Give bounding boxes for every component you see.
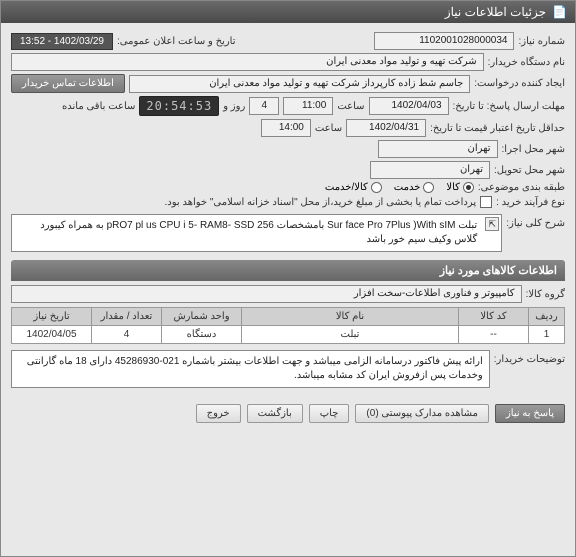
radio-goods-service[interactable]: کالا/خدمت: [325, 182, 382, 193]
radio-goods-label: کالا: [446, 182, 460, 193]
process-note: پرداخت تمام یا بخشی از مبلغ خرید،از محل …: [165, 197, 477, 208]
cell-name: تبلت: [242, 326, 459, 344]
exec-city-label: شهر محل اجرا:: [502, 144, 565, 155]
col-date: تاریخ نیاز: [12, 308, 92, 326]
content: شماره نیاز: 1102001028000034 تاریخ و ساع…: [1, 23, 575, 435]
notes-textarea: ارائه پیش فاکتور درسامانه الزامی میباشد …: [11, 350, 490, 388]
category-radio-group: کالا خدمت کالا/خدمت: [325, 182, 474, 193]
contact-button[interactable]: اطلاعات تماس خریدار: [11, 74, 125, 93]
validity-time: 14:00: [261, 119, 311, 137]
exit-button[interactable]: خروج: [196, 404, 241, 423]
attachments-button[interactable]: مشاهده مدارک پیوستی (0): [355, 404, 489, 423]
remaining-label: ساعت باقی مانده: [62, 101, 135, 112]
cell-code: --: [459, 326, 529, 344]
titlebar: 📄 جزئیات اطلاعات نیاز: [1, 1, 575, 23]
goods-section-header: اطلاعات کالاهای مورد نیاز: [11, 260, 565, 281]
respond-button[interactable]: پاسخ به نیاز: [495, 404, 565, 423]
col-name: نام کالا: [242, 308, 459, 326]
delivery-city-label: شهر محل تحویل:: [494, 165, 565, 176]
cell-unit: دستگاه: [162, 326, 242, 344]
cell-row: 1: [529, 326, 565, 344]
back-button[interactable]: بازگشت: [247, 404, 303, 423]
radio-icon: [423, 182, 434, 193]
goods-table: ردیف کد کالا نام کالا واحد شمارش تعداد /…: [11, 307, 565, 344]
group-label: گروه کالا:: [526, 289, 565, 300]
group-value: کامپیوتر و فناوری اطلاعات-سخت افزار: [11, 285, 522, 303]
notes-label: توضیحات خریدار:: [494, 350, 565, 365]
countdown: 20:54:53: [139, 96, 219, 116]
expand-icon[interactable]: ⇱: [485, 217, 499, 231]
deadline-time-label: ساعت: [337, 101, 364, 112]
window: 📄 جزئیات اطلاعات نیاز شماره نیاز: 110200…: [0, 0, 576, 557]
table-header-row: ردیف کد کالا نام کالا واحد شمارش تعداد /…: [12, 308, 565, 326]
days-value: 4: [249, 97, 279, 115]
radio-service[interactable]: خدمت: [394, 182, 435, 193]
desc-title-label: شرح کلی نیاز:: [506, 214, 565, 229]
table-row[interactable]: 1 -- تبلت دستگاه 4 1402/04/05: [12, 326, 565, 344]
deadline-time: 11:00: [283, 97, 333, 115]
need-no-value: 1102001028000034: [374, 32, 514, 50]
exec-city-value: تهران: [378, 140, 498, 158]
col-code: کد کالا: [459, 308, 529, 326]
footer-buttons: پاسخ به نیاز مشاهده مدارک پیوستی (0) چاپ…: [11, 398, 565, 429]
announce-value: 1402/03/29 - 13:52: [11, 33, 113, 50]
requester-label: ایجاد کننده درخواست:: [474, 78, 565, 89]
days-label: روز و: [223, 101, 245, 112]
deadline-date: 1402/04/03: [369, 97, 449, 115]
col-qty: تعداد / مقدار: [92, 308, 162, 326]
radio-icon: [371, 182, 382, 193]
window-title: جزئیات اطلاعات نیاز: [445, 5, 546, 19]
print-button[interactable]: چاپ: [309, 404, 350, 423]
notes-text: ارائه پیش فاکتور درسامانه الزامی میباشد …: [27, 356, 483, 381]
col-row: ردیف: [529, 308, 565, 326]
process-checkbox[interactable]: [480, 196, 492, 208]
validity-label: حداقل تاریخ اعتبار قیمت تا تاریخ:: [430, 123, 565, 134]
cell-qty: 4: [92, 326, 162, 344]
announce-label: تاریخ و ساعت اعلان عمومی:: [117, 36, 236, 47]
desc-textarea: ⇱ تبلت Sur face Pro 7Plus )With sIM بامش…: [11, 214, 502, 252]
need-no-label: شماره نیاز:: [518, 36, 565, 47]
desc-text: تبلت Sur face Pro 7Plus )With sIM بامشخص…: [18, 219, 495, 247]
buyer-value: شرکت تهیه و تولید مواد معدنی ایران: [11, 53, 484, 71]
process-label: نوع فرآیند خرید :: [496, 197, 565, 208]
radio-service-label: خدمت: [394, 182, 421, 193]
radio-goods[interactable]: کالا: [446, 182, 474, 193]
info-icon: 📄: [552, 5, 567, 19]
validity-time-label: ساعت: [315, 123, 342, 134]
col-unit: واحد شمارش: [162, 308, 242, 326]
deadline-label: مهلت ارسال پاسخ: تا تاریخ:: [453, 101, 565, 112]
validity-date: 1402/04/31: [346, 119, 426, 137]
radio-icon: [463, 182, 474, 193]
requester-value: جاسم شط زاده کارپرداز شرکت تهیه و تولید …: [129, 75, 470, 93]
buyer-label: نام دستگاه خریدار:: [488, 57, 565, 68]
delivery-city-value: تهران: [370, 161, 490, 179]
radio-goods-service-label: کالا/خدمت: [325, 182, 368, 193]
cell-date: 1402/04/05: [12, 326, 92, 344]
category-label: طبقه بندی موضوعی:: [478, 182, 565, 193]
